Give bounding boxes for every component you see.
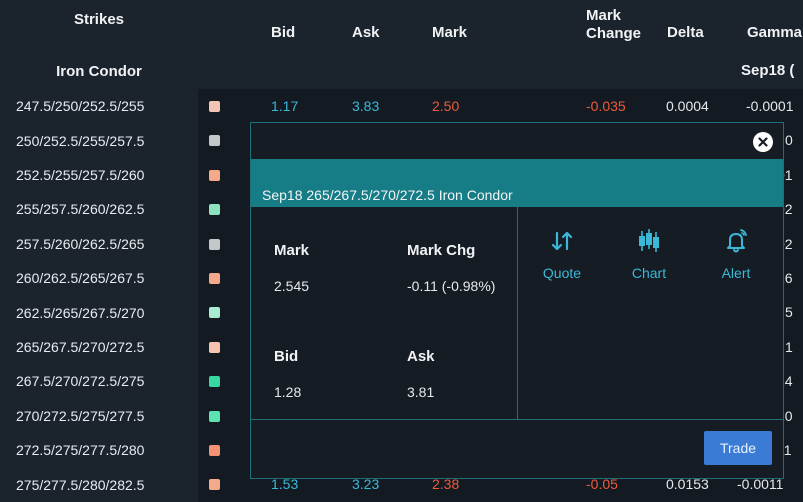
expiry-label[interactable]: Sep18 ( [741, 62, 795, 79]
strike-row[interactable]: 255/257.5/260/262.5 [0, 192, 198, 226]
strike-row[interactable]: 257.5/260/262.5/265 [0, 227, 198, 261]
strike-row[interactable]: 250/252.5/255/257.5 [0, 123, 198, 157]
alert-label: Alert [721, 265, 751, 281]
strike-row[interactable]: 247.5/250/252.5/255 [0, 89, 198, 123]
alert-button[interactable]: Alert [706, 227, 766, 281]
status-square [209, 273, 220, 284]
strike-label: 252.5/255/257.5/260 [16, 166, 145, 183]
strike-row[interactable]: 260/262.5/265/267.5 [0, 261, 198, 295]
cell-mark: 2.50 [432, 98, 460, 114]
column-header-bar: Bid Ask Mark Mark Change Delta Gamma [198, 0, 803, 53]
popup-title: Sep18 265/267.5/270/272.5 Iron Condor [262, 187, 513, 203]
mark-value: 2.545 [274, 278, 310, 294]
cell-gamma: 0 [785, 132, 793, 149]
status-square [209, 341, 220, 353]
popup-title-bar: Sep18 265/267.5/270/272.5 Iron Condor [251, 159, 783, 207]
strike-label: 270/272.5/275/277.5 [16, 407, 145, 424]
chart-button[interactable]: Chart [619, 227, 679, 281]
strike-row[interactable]: 262.5/265/267.5/270 [0, 295, 198, 329]
close-icon [758, 137, 768, 147]
trade-button[interactable]: Trade [704, 431, 772, 465]
bid-value: 1.28 [274, 384, 302, 400]
strike-label: 260/262.5/265/267.5 [16, 270, 145, 287]
strike-label: 257.5/260/262.5/265 [16, 235, 145, 252]
quote-button[interactable]: Quote [532, 227, 592, 281]
strike-label: 272.5/275/277.5/280 [16, 442, 145, 459]
table-row[interactable]: 5 [198, 295, 803, 329]
popup-vertical-divider [517, 207, 518, 419]
status-square [209, 445, 220, 456]
column-header-bid[interactable]: Bid [271, 24, 296, 41]
bid-label: Bid [274, 348, 299, 365]
popup-horizontal-divider [251, 419, 783, 420]
status-square [209, 307, 220, 319]
status-square [209, 238, 220, 250]
cell-bid: 1.17 [271, 98, 299, 114]
cell-gamma: -0.0001 [746, 98, 794, 114]
column-header-ask[interactable]: Ask [352, 24, 380, 41]
strike-label: 275/277.5/280/282.5 [16, 476, 145, 493]
column-header-delta[interactable]: Delta [667, 24, 704, 41]
strike-row[interactable]: 270/272.5/275/277.5 [0, 399, 198, 433]
strike-label: 255/257.5/260/262.5 [16, 201, 145, 218]
status-square [209, 479, 220, 491]
strike-row[interactable]: 265/267.5/270/272.5 [0, 330, 198, 364]
cell-gamma: 1 [785, 338, 793, 355]
ask-label: Ask [407, 348, 435, 365]
bell-alert-icon [727, 229, 747, 253]
expiry-band [198, 53, 803, 89]
cell-ask: 3.23 [352, 476, 380, 493]
strike-label: 267.5/270/272.5/275 [16, 373, 145, 390]
strike-label: 247.5/250/252.5/255 [16, 98, 145, 115]
strike-row[interactable]: 252.5/255/257.5/260 [0, 158, 198, 192]
status-square [209, 135, 220, 147]
cell-delta: 0.0153 [666, 476, 709, 493]
quote-label: Quote [542, 265, 582, 281]
status-square [209, 204, 220, 216]
mark-chg-label: Mark Chg [407, 242, 476, 259]
strategy-detail-popup: Sep18 265/267.5/270/272.5 Iron Condor Ma… [250, 122, 784, 479]
strikes-header: Strikes [73, 11, 125, 28]
table-row[interactable]: 1 [198, 330, 803, 364]
status-square [209, 101, 220, 112]
table-row[interactable]: 0 [198, 123, 803, 157]
candlestick-chart-icon [639, 229, 659, 252]
ask-value: 3.81 [407, 384, 435, 400]
column-header-mark-change-line1: Mark [586, 7, 622, 24]
status-square [209, 410, 220, 422]
cell-ask: 3.83 [352, 98, 380, 114]
strike-row[interactable]: 272.5/275/277.5/280 [0, 433, 198, 467]
column-header-mark-change-line2: Change [586, 25, 642, 42]
cell-gamma: 5 [785, 304, 793, 321]
cell-chg: -0.05 [586, 476, 618, 493]
cell-mark: 2.38 [432, 476, 460, 493]
status-square [209, 169, 220, 181]
cell-chg: -0.035 [586, 98, 626, 114]
column-header-mark[interactable]: Mark [432, 24, 468, 41]
strike-label: 262.5/265/267.5/270 [16, 304, 145, 321]
strike-label: 265/267.5/270/272.5 [16, 338, 145, 355]
chart-label: Chart [631, 265, 667, 281]
table-row[interactable]: 1.53 3.23 2.38 -0.05 0.0153 -0.0011 [198, 467, 803, 501]
quote-arrows-icon [551, 231, 573, 251]
status-square [209, 376, 220, 388]
cell-gamma: -0.0011 [737, 476, 784, 493]
strike-row[interactable]: 275/277.5/280/282.5 [0, 467, 198, 501]
column-header-gamma[interactable]: Gamma [747, 24, 803, 41]
strikes-panel: Strikes Iron Condor [0, 0, 198, 502]
cell-bid: 1.53 [271, 476, 299, 493]
strike-row[interactable]: 267.5/270/272.5/275 [0, 364, 198, 398]
mark-chg-value: -0.11 (-0.98%) [407, 278, 496, 294]
table-row[interactable]: 1.17 3.83 2.50 -0.035 0.0004 -0.0001 [198, 89, 803, 123]
strike-label: 250/252.5/255/257.5 [16, 132, 145, 149]
strategy-label: Iron Condor [56, 62, 142, 80]
close-button[interactable] [753, 132, 773, 152]
mark-label: Mark [274, 242, 310, 259]
cell-delta: 0.0004 [666, 98, 709, 114]
column-header-mark-change[interactable]: Mark Change [586, 7, 641, 43]
